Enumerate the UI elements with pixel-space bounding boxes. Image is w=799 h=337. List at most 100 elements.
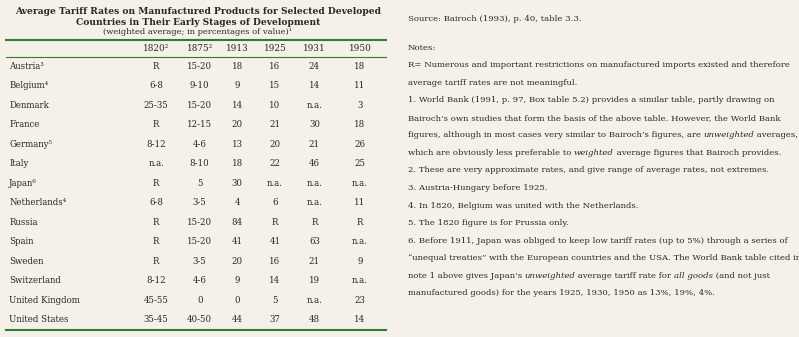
Text: 3-5: 3-5 — [193, 257, 207, 266]
Text: Belgium⁴: Belgium⁴ — [9, 81, 48, 90]
Text: 3: 3 — [357, 101, 363, 110]
Text: Sweden: Sweden — [9, 257, 44, 266]
Text: R: R — [153, 62, 160, 71]
Text: manufactured goods) for the years 1925, 1930, 1950 as 13%, 19%, 4%.: manufactured goods) for the years 1925, … — [407, 289, 714, 297]
Text: n.a.: n.a. — [307, 101, 322, 110]
Text: 16: 16 — [269, 257, 280, 266]
Text: R: R — [153, 179, 160, 188]
Text: weighted: weighted — [574, 149, 614, 157]
Text: 15-20: 15-20 — [187, 237, 213, 246]
Text: 84: 84 — [232, 218, 243, 227]
Text: n.a.: n.a. — [307, 198, 322, 207]
Text: 30: 30 — [309, 120, 320, 129]
Text: n.a.: n.a. — [267, 179, 283, 188]
Text: 30: 30 — [232, 179, 243, 188]
Text: unweighted: unweighted — [524, 272, 575, 280]
Text: Spain: Spain — [9, 237, 34, 246]
Text: 48: 48 — [309, 315, 320, 324]
Text: unweighted: unweighted — [703, 131, 754, 140]
Text: Denmark: Denmark — [9, 101, 49, 110]
Text: Japan⁶: Japan⁶ — [9, 179, 37, 188]
Text: Russia: Russia — [9, 218, 38, 227]
Text: 6-8: 6-8 — [149, 198, 163, 207]
Text: 26: 26 — [355, 140, 365, 149]
Text: which are obviously less preferable to: which are obviously less preferable to — [407, 149, 574, 157]
Text: figures, although in most cases very similar to Bairoch’s figures, are: figures, although in most cases very sim… — [407, 131, 703, 140]
Text: R: R — [356, 218, 364, 227]
Text: 14: 14 — [232, 101, 243, 110]
Text: R: R — [153, 120, 160, 129]
Text: 20: 20 — [269, 140, 280, 149]
Text: R= Numerous and important restrictions on manufactured imports existed and there: R= Numerous and important restrictions o… — [407, 61, 789, 69]
Text: R: R — [272, 218, 278, 227]
Text: 11: 11 — [354, 81, 365, 90]
Text: 14: 14 — [309, 81, 320, 90]
Text: 19: 19 — [309, 276, 320, 285]
Text: 1931: 1931 — [303, 44, 326, 53]
Text: 10: 10 — [269, 101, 280, 110]
Text: 21: 21 — [309, 257, 320, 266]
Text: n.a.: n.a. — [307, 179, 322, 188]
Text: 5: 5 — [272, 296, 277, 305]
Text: France: France — [9, 120, 39, 129]
Text: United Kingdom: United Kingdom — [9, 296, 80, 305]
Text: 41: 41 — [269, 237, 280, 246]
Text: Netherlands⁴: Netherlands⁴ — [9, 198, 66, 207]
Text: 13: 13 — [232, 140, 243, 149]
Text: 44: 44 — [232, 315, 243, 324]
Text: “unequal treaties” with the European countries and the USA. The World Bank table: “unequal treaties” with the European cou… — [407, 254, 799, 262]
Text: Germany⁵: Germany⁵ — [9, 140, 52, 149]
Text: n.a.: n.a. — [352, 179, 368, 188]
Text: average tariff rates are not meaningful.: average tariff rates are not meaningful. — [407, 79, 577, 87]
Text: Average Tariff Rates on Manufactured Products for Selected Developed: Average Tariff Rates on Manufactured Pro… — [14, 7, 381, 17]
Text: 25: 25 — [355, 159, 365, 168]
Text: 40-50: 40-50 — [187, 315, 213, 324]
Text: 8-12: 8-12 — [146, 140, 166, 149]
Text: 24: 24 — [309, 62, 320, 71]
Text: Bairoch’s own studies that form the basis of the above table. However, the World: Bairoch’s own studies that form the basi… — [407, 114, 780, 122]
Text: averages,: averages, — [754, 131, 798, 140]
Text: 1875²: 1875² — [187, 44, 213, 53]
Text: 15-20: 15-20 — [187, 62, 213, 71]
Text: 14: 14 — [354, 315, 365, 324]
Text: 4: 4 — [235, 198, 240, 207]
Text: 8-10: 8-10 — [190, 159, 209, 168]
Text: all goods: all goods — [674, 272, 714, 280]
Text: 37: 37 — [269, 315, 280, 324]
Text: 35-45: 35-45 — [144, 315, 169, 324]
Text: 3. Austria-Hungary before 1925.: 3. Austria-Hungary before 1925. — [407, 184, 547, 192]
Text: 45-55: 45-55 — [144, 296, 169, 305]
Text: 8-12: 8-12 — [146, 276, 166, 285]
Text: 15-20: 15-20 — [187, 218, 213, 227]
Text: Austria³: Austria³ — [9, 62, 44, 71]
Text: 15: 15 — [269, 81, 280, 90]
Text: 15-20: 15-20 — [187, 101, 213, 110]
Text: 63: 63 — [309, 237, 320, 246]
Text: (weighted average; in percentages of value)¹: (weighted average; in percentages of val… — [103, 28, 292, 36]
Text: 21: 21 — [309, 140, 320, 149]
Text: 1. World Bank (1991, p. 97, Box table 5.2) provides a similar table, partly draw: 1. World Bank (1991, p. 97, Box table 5.… — [407, 96, 774, 104]
Text: 0: 0 — [234, 296, 240, 305]
Text: Notes:: Notes: — [407, 44, 436, 52]
Text: 11: 11 — [354, 198, 365, 207]
Text: average tariff rate for: average tariff rate for — [575, 272, 674, 280]
Text: 9: 9 — [357, 257, 363, 266]
Text: 9: 9 — [235, 276, 240, 285]
Text: 18: 18 — [232, 159, 243, 168]
Text: n.a.: n.a. — [149, 159, 164, 168]
Text: 46: 46 — [309, 159, 320, 168]
Text: 18: 18 — [354, 120, 365, 129]
Text: 1950: 1950 — [348, 44, 372, 53]
Text: 16: 16 — [269, 62, 280, 71]
Text: 6-8: 6-8 — [149, 81, 163, 90]
Text: 4-6: 4-6 — [193, 140, 207, 149]
Text: 20: 20 — [232, 257, 243, 266]
Text: 5: 5 — [197, 179, 202, 188]
Text: 9-10: 9-10 — [190, 81, 209, 90]
Text: n.a.: n.a. — [307, 296, 322, 305]
Text: 4. In 1820, Belgium was united with the Netherlands.: 4. In 1820, Belgium was united with the … — [407, 202, 638, 210]
Text: 41: 41 — [232, 237, 243, 246]
Text: n.a.: n.a. — [352, 276, 368, 285]
Text: 18: 18 — [354, 62, 365, 71]
Text: 6: 6 — [272, 198, 277, 207]
